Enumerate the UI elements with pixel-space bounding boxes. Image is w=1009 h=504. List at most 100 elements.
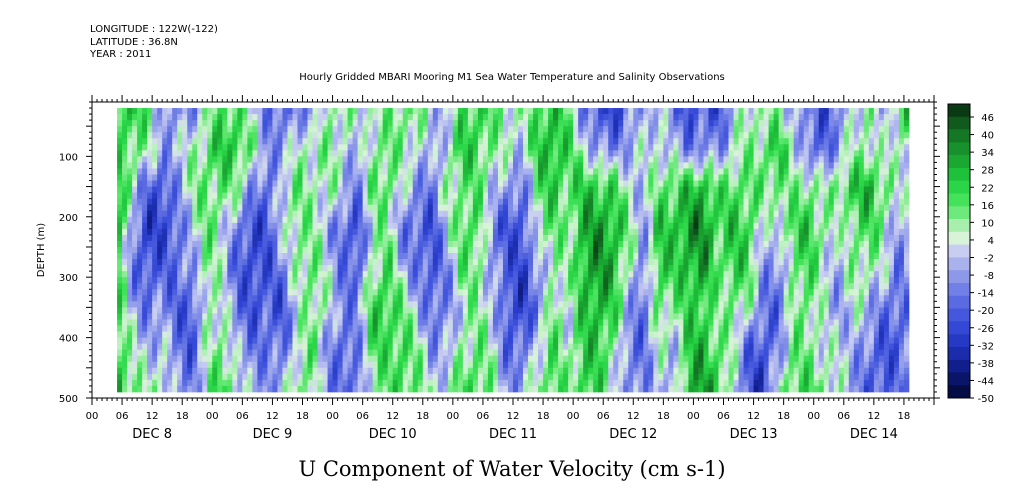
heatmap-cell — [367, 222, 374, 230]
heatmap-cell — [578, 198, 584, 206]
heatmap-cell — [628, 156, 634, 163]
heatmap-cell — [317, 331, 323, 338]
heatmap-cell — [327, 349, 333, 357]
heatmap-cell — [513, 373, 519, 381]
heatmap-cell — [292, 373, 298, 381]
heatmap-cell — [442, 234, 449, 242]
heatmap-cell — [257, 331, 263, 338]
heatmap-cell — [402, 379, 409, 387]
heatmap-cell — [457, 385, 464, 393]
heatmap-cell — [282, 277, 288, 284]
heatmap-cell — [377, 277, 384, 284]
heatmap-cell — [573, 204, 579, 212]
heatmap-cell — [578, 162, 584, 169]
heatmap-cell — [548, 313, 554, 320]
heatmap-cell — [327, 192, 333, 200]
heatmap-cell — [422, 216, 429, 224]
heatmap-cell — [312, 301, 318, 308]
heatmap-cell — [533, 313, 539, 320]
heatmap-cell — [492, 343, 499, 351]
heatmap-cell — [247, 373, 253, 381]
heatmap-cell — [402, 204, 409, 212]
heatmap-cell — [507, 168, 514, 175]
heatmap-cell — [292, 301, 298, 308]
heatmap-cell — [332, 180, 338, 187]
heatmap-cell — [543, 210, 549, 218]
heatmap-cell — [192, 144, 198, 151]
heatmap-cell — [593, 240, 599, 248]
heatmap-cell — [422, 295, 429, 302]
heatmap-cell — [518, 313, 524, 320]
heatmap-cell — [633, 265, 639, 272]
heatmap-cell — [623, 379, 629, 387]
heatmap-cell — [407, 132, 414, 139]
heatmap-cell — [197, 156, 203, 163]
heatmap-cell — [407, 289, 414, 296]
heatmap-cell — [507, 373, 514, 381]
heatmap-cell — [618, 180, 624, 187]
heatmap-cell — [588, 174, 594, 181]
heatmap-cell — [578, 343, 584, 351]
heatmap-cell — [588, 216, 594, 224]
heatmap-cell — [332, 259, 338, 266]
heatmap-cell — [227, 325, 233, 332]
heatmap-cell — [588, 162, 594, 169]
heatmap-cell — [367, 277, 374, 284]
heatmap-cell — [272, 192, 278, 200]
heatmap-cell — [357, 283, 364, 290]
heatmap-cell — [197, 283, 203, 290]
heatmap-cell — [613, 343, 619, 351]
heatmap-cell — [362, 313, 369, 320]
heatmap-cell — [623, 325, 629, 332]
heatmap-cell — [472, 313, 479, 320]
heatmap-cell — [132, 198, 138, 206]
heatmap-cell — [252, 253, 258, 260]
heatmap-cell — [427, 289, 434, 296]
heatmap-cell — [367, 373, 374, 381]
heatmap-cell — [287, 156, 293, 163]
heatmap-cell — [618, 228, 624, 236]
heatmap-cell — [528, 277, 534, 284]
heatmap-cell — [287, 126, 293, 133]
heatmap-cell — [513, 234, 519, 242]
heatmap-cell — [237, 132, 243, 139]
heatmap-cell — [387, 156, 394, 163]
heatmap-cell — [528, 114, 534, 121]
heatmap-cell — [262, 174, 268, 181]
heatmap-cell — [487, 168, 494, 175]
heatmap-cell — [457, 138, 464, 145]
heatmap-cell — [613, 307, 619, 314]
heatmap-cell — [523, 331, 529, 338]
heatmap-cell — [437, 204, 444, 212]
heatmap-cell — [628, 210, 634, 218]
heatmap-cell — [422, 150, 429, 157]
heatmap-cell — [387, 373, 394, 381]
heatmap-cell — [578, 204, 584, 212]
heatmap-cell — [147, 301, 153, 308]
heatmap-cell — [272, 373, 278, 381]
heatmap-cell — [477, 319, 484, 326]
heatmap-cell — [197, 307, 203, 314]
heatmap-cell — [267, 114, 273, 121]
heatmap-cell — [482, 126, 489, 133]
heatmap-cell — [312, 180, 318, 187]
heatmap-cell — [608, 162, 614, 169]
heatmap-cell — [272, 385, 278, 393]
heatmap-cell — [187, 138, 193, 145]
heatmap-cell — [157, 325, 163, 332]
heatmap-cell — [563, 259, 569, 266]
heatmap-cell — [362, 301, 369, 308]
heatmap-cell — [628, 265, 634, 272]
heatmap-cell — [137, 210, 143, 218]
heatmap-cell — [452, 234, 459, 242]
heatmap-cell — [462, 259, 469, 266]
heatmap-cell — [492, 138, 499, 145]
heatmap-cell — [212, 240, 218, 248]
heatmap-cell — [297, 277, 303, 284]
heatmap-cell — [467, 289, 474, 296]
heatmap-cell — [377, 361, 384, 369]
heatmap-cell — [518, 168, 524, 175]
heatmap-cell — [643, 168, 649, 175]
heatmap-cell — [162, 343, 168, 351]
heatmap-cell — [357, 156, 364, 163]
